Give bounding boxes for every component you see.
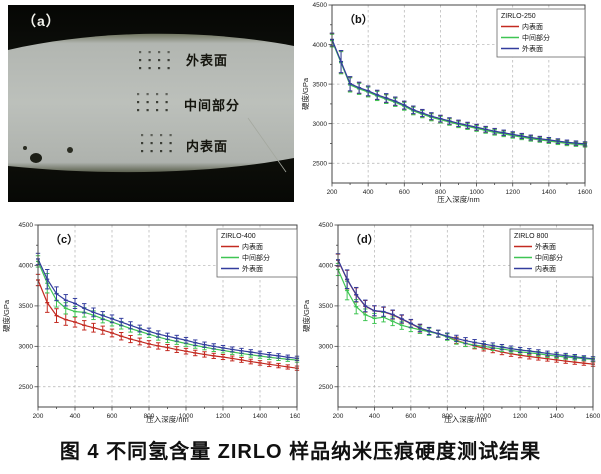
svg-text:中间部分: 中间部分: [535, 253, 563, 262]
region-label-middle-part: 中间部分: [184, 98, 241, 113]
tick-labels: 200 400 600 800 1000 1200 1400 1600 2500 3000 3500…: [313, 2, 593, 196]
svg-text:200: 200: [33, 413, 44, 420]
chart-svg: 200 400 600 800 1000 1200 1400 1600 2500 3000 3500…: [1, 222, 300, 424]
chart-zirlo-250: 200 400 600 800 1000 1200 1400 1600 2500 3000 3500…: [300, 0, 601, 210]
figure-caption: 图 4 不同氢含量 ZIRLO 样品纳米压痕硬度测试结果: [59, 441, 542, 463]
svg-text:ZIRLO 800: ZIRLO 800: [514, 233, 548, 240]
svg-text:1600: 1600: [578, 189, 593, 196]
plot-border: [331, 4, 586, 184]
svg-text:4500: 4500: [319, 222, 334, 229]
svg-text:800: 800: [435, 189, 446, 196]
svg-text:外表面: 外表面: [242, 264, 263, 273]
svg-text:1200: 1200: [505, 189, 520, 196]
svg-text:4000: 4000: [19, 263, 34, 270]
panel-a-label: （a）: [22, 13, 61, 29]
svg-text:600: 600: [107, 413, 118, 420]
svg-text:3000: 3000: [319, 344, 334, 351]
y-axis-label: 硬度/GPa: [300, 77, 310, 110]
svg-text:800: 800: [442, 413, 453, 420]
plot-border: [337, 224, 594, 408]
y-axis-label: 硬度/GPa: [301, 299, 311, 332]
svg-text:3500: 3500: [313, 81, 328, 88]
x-axis-label: 压入深度/nm: [444, 414, 487, 424]
panel-letter: （c）: [50, 233, 78, 246]
panel-letter: （d）: [350, 233, 379, 246]
svg-text:1400: 1400: [549, 413, 564, 420]
svg-text:4000: 4000: [313, 42, 328, 49]
chart-zirlo-400: 200 400 600 800 1000 1200 1400 1600 2500 3000 3500…: [0, 210, 300, 425]
svg-text:内表面: 内表面: [242, 242, 263, 251]
defect-spots: [23, 117, 287, 173]
svg-text:ZIRLO-400: ZIRLO-400: [221, 233, 256, 240]
svg-text:200: 200: [333, 413, 344, 420]
series-line-0: [37, 279, 298, 369]
svg-text:2500: 2500: [19, 384, 34, 391]
svg-text:ZIRLO-250: ZIRLO-250: [501, 13, 536, 20]
svg-text:内表面: 内表面: [522, 22, 543, 31]
svg-text:1400: 1400: [253, 413, 268, 420]
svg-text:3000: 3000: [313, 121, 328, 128]
svg-text:600: 600: [405, 413, 416, 420]
chart-svg: 200 400 600 800 1000 1200 1400 1600 2500 3000 3500…: [300, 2, 593, 204]
svg-text:3000: 3000: [19, 344, 34, 351]
tick-labels: 200 400 600 800 1000 1200 1400 1600 2500 3000 3500…: [19, 222, 300, 420]
svg-text:1400: 1400: [542, 189, 557, 196]
svg-text:3500: 3500: [319, 303, 334, 310]
svg-text:1600: 1600: [290, 413, 300, 420]
svg-text:200: 200: [327, 189, 338, 196]
svg-text:中间部分: 中间部分: [242, 253, 270, 262]
series-line-2: [37, 258, 298, 359]
panel-a-micrograph: （a） 外表面 中间部分 内表面: [0, 0, 300, 210]
svg-text:2500: 2500: [319, 384, 334, 391]
svg-text:1000: 1000: [476, 413, 491, 420]
region-label-inner-surface: 内表面: [186, 139, 229, 154]
series-line-2: [331, 39, 586, 145]
svg-text:600: 600: [399, 189, 410, 196]
chart-svg: 200 400 600 800 1000 1200 1400 1600 2500 3000 3500…: [301, 222, 601, 424]
svg-text:1200: 1200: [216, 413, 231, 420]
svg-text:3500: 3500: [19, 303, 34, 310]
indentation-marks: [137, 51, 172, 153]
region-label-outer-surface: 外表面: [186, 53, 229, 68]
svg-text:1000: 1000: [469, 189, 484, 196]
svg-text:400: 400: [369, 413, 380, 420]
svg-text:400: 400: [70, 413, 81, 420]
svg-text:1000: 1000: [179, 413, 194, 420]
svg-text:中间部分: 中间部分: [522, 33, 550, 42]
series-line-2: [337, 259, 594, 360]
svg-text:1200: 1200: [513, 413, 528, 420]
panel-letter: （b）: [344, 13, 373, 26]
tick-labels: 200 400 600 800 1000 1200 1400 1600 2500 3000 3500…: [319, 222, 601, 420]
svg-text:400: 400: [363, 189, 374, 196]
plot-border: [37, 224, 298, 408]
tube-wall-band: [8, 33, 294, 173]
svg-text:2500: 2500: [313, 160, 328, 167]
micrograph-image: [8, 5, 294, 202]
y-axis-label: 硬度/GPa: [1, 299, 11, 332]
svg-text:4000: 4000: [319, 263, 334, 270]
svg-text:内表面: 内表面: [535, 264, 556, 273]
chart-zirlo-800: 200 400 600 800 1000 1200 1400 1600 2500 3000 3500…: [300, 210, 601, 425]
svg-text:4500: 4500: [313, 2, 328, 9]
svg-text:外表面: 外表面: [522, 44, 543, 53]
svg-text:1600: 1600: [586, 413, 601, 420]
svg-text:800: 800: [144, 413, 155, 420]
svg-text:外表面: 外表面: [535, 242, 556, 251]
x-axis-label: 压入深度/nm: [437, 194, 480, 204]
x-axis-label: 压入深度/nm: [146, 414, 189, 424]
svg-text:4500: 4500: [19, 222, 34, 229]
